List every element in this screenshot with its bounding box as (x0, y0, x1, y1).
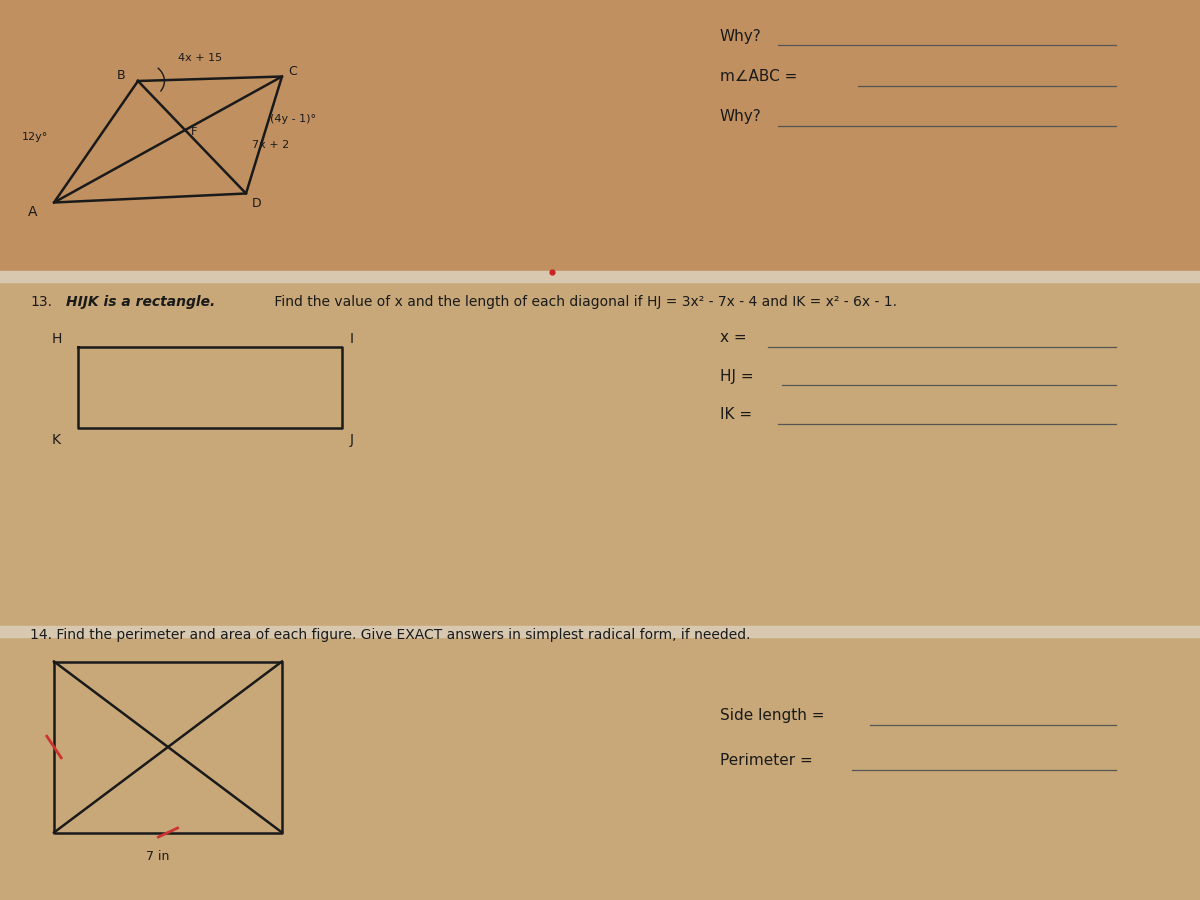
Text: Why?: Why? (720, 110, 762, 124)
Bar (0, 626, 1200, 637)
Text: 7x + 2: 7x + 2 (252, 140, 289, 150)
Text: 14. Find the perimeter and area of each figure. Give EXACT answers in simplest r: 14. Find the perimeter and area of each … (30, 628, 750, 642)
Text: F: F (191, 127, 198, 137)
Bar (0, 271, 1200, 282)
Text: 12y°: 12y° (22, 131, 48, 141)
Bar (0, 0, 1200, 274)
Text: IK =: IK = (720, 408, 752, 422)
Text: m∠ABC =: m∠ABC = (720, 69, 797, 84)
Text: C: C (288, 65, 296, 77)
Text: Side length =: Side length = (720, 708, 824, 723)
Bar (0, 630, 1200, 900)
Text: I: I (349, 332, 353, 346)
Text: 4x + 15: 4x + 15 (178, 53, 222, 63)
Bar (0, 274, 1200, 630)
Text: J: J (349, 433, 353, 446)
Text: A: A (28, 205, 37, 219)
Text: Why?: Why? (720, 29, 762, 43)
Text: 7 in: 7 in (146, 850, 169, 862)
Text: B: B (116, 69, 125, 82)
Text: 13.: 13. (30, 295, 52, 309)
Text: D: D (252, 197, 262, 210)
Text: H: H (52, 332, 62, 346)
Text: K: K (52, 433, 60, 446)
Text: (4y - 1)°: (4y - 1)° (270, 113, 316, 123)
Text: Perimeter =: Perimeter = (720, 753, 812, 768)
Text: x =: x = (720, 330, 746, 345)
Text: HJ =: HJ = (720, 369, 754, 383)
Text: Find the value of x and the length of each diagonal if HJ = 3x² - 7x - 4 and IK : Find the value of x and the length of ea… (270, 295, 898, 309)
Text: HIJK is a rectangle.: HIJK is a rectangle. (66, 295, 215, 309)
